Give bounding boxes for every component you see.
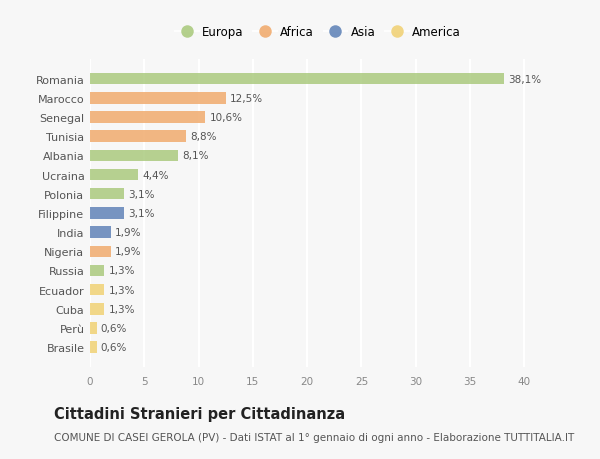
Text: 0,6%: 0,6% bbox=[101, 323, 127, 333]
Bar bbox=[90, 342, 97, 353]
Text: 0,6%: 0,6% bbox=[101, 342, 127, 353]
Text: 1,9%: 1,9% bbox=[115, 247, 142, 257]
Text: 3,1%: 3,1% bbox=[128, 208, 155, 218]
Text: Cittadini Stranieri per Cittadinanza: Cittadini Stranieri per Cittadinanza bbox=[54, 406, 345, 421]
Bar bbox=[90, 112, 205, 123]
Text: 1,3%: 1,3% bbox=[109, 285, 135, 295]
Bar bbox=[90, 323, 97, 334]
Bar bbox=[90, 131, 185, 143]
Bar bbox=[90, 169, 138, 181]
Bar bbox=[90, 227, 110, 238]
Text: 12,5%: 12,5% bbox=[230, 94, 263, 104]
Text: 4,4%: 4,4% bbox=[142, 170, 169, 180]
Bar bbox=[90, 246, 110, 257]
Bar bbox=[90, 303, 104, 315]
Bar bbox=[90, 189, 124, 200]
Text: 1,3%: 1,3% bbox=[109, 266, 135, 276]
Legend: Europa, Africa, Asia, America: Europa, Africa, Asia, America bbox=[175, 26, 461, 39]
Text: 8,8%: 8,8% bbox=[190, 132, 217, 142]
Bar bbox=[90, 265, 104, 277]
Text: 8,1%: 8,1% bbox=[182, 151, 209, 161]
Text: 1,3%: 1,3% bbox=[109, 304, 135, 314]
Text: 1,9%: 1,9% bbox=[115, 228, 142, 238]
Bar bbox=[90, 284, 104, 296]
Text: COMUNE DI CASEI GEROLA (PV) - Dati ISTAT al 1° gennaio di ogni anno - Elaborazio: COMUNE DI CASEI GEROLA (PV) - Dati ISTAT… bbox=[54, 432, 574, 442]
Text: 38,1%: 38,1% bbox=[508, 74, 541, 84]
Bar bbox=[90, 207, 124, 219]
Text: 10,6%: 10,6% bbox=[209, 113, 242, 123]
Bar bbox=[90, 93, 226, 104]
Bar bbox=[90, 73, 503, 85]
Bar bbox=[90, 150, 178, 162]
Text: 3,1%: 3,1% bbox=[128, 189, 155, 199]
